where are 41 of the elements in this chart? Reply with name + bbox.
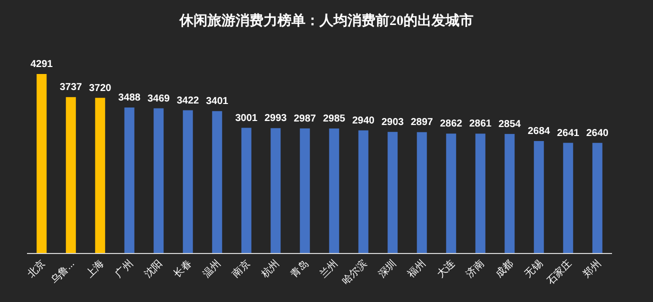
x-tick-label: 大连 <box>434 258 458 280</box>
data-label: 3469 <box>148 93 170 104</box>
data-label: 3737 <box>60 82 82 94</box>
x-tick-label: 深圳 <box>376 258 399 280</box>
x-tick-label: 沈阳 <box>142 258 165 280</box>
data-label: 2987 <box>294 113 316 124</box>
x-tick-label: 兰州 <box>318 258 340 280</box>
x-tick-label: 上海 <box>84 258 106 280</box>
x-tick-label: 济南 <box>464 258 486 280</box>
data-label: 3488 <box>118 92 141 104</box>
x-tick-label: 温州 <box>200 258 224 280</box>
data-label: 3401 <box>206 96 229 108</box>
x-tick-label: 北京 <box>25 258 48 280</box>
x-tick-label: 杭州 <box>258 258 282 281</box>
data-label: 2993 <box>264 113 288 124</box>
data-label: 3422 <box>176 95 200 106</box>
x-tick-label: 广州 <box>112 258 136 280</box>
data-label: 2641 <box>557 128 580 139</box>
data-label: 2862 <box>440 118 463 130</box>
x-tick-label: 乌鲁... <box>48 258 77 286</box>
data-label: 2903 <box>382 116 404 128</box>
x-tick-label: 无锡 <box>523 258 545 280</box>
data-label: 2985 <box>323 113 346 124</box>
data-label: 2897 <box>410 117 434 128</box>
x-tick-label: 长春 <box>171 258 194 280</box>
title: 休闲旅游消费力榜单：人均消费前20的出发城市 <box>180 14 474 29</box>
x-tick-label: 成都 <box>493 258 516 280</box>
data-label: 2861 <box>469 118 492 130</box>
data-label: 2684 <box>528 126 550 138</box>
data-label: 4291 <box>30 59 54 70</box>
data-label: 3001 <box>235 112 258 124</box>
x-tick-label: 青岛 <box>288 258 311 280</box>
x-tick-label: 福州 <box>405 258 428 280</box>
x-tick-label: 石家庄 <box>544 258 574 288</box>
x-tick-label: 南京 <box>230 258 252 280</box>
x-tick-label: 郑州 <box>580 258 604 280</box>
data-label: 2640 <box>586 128 609 139</box>
data-label: 3720 <box>89 82 112 94</box>
data-label: 2940 <box>352 115 375 126</box>
x-tick-label: 哈尔滨 <box>340 258 370 288</box>
data-label: 2854 <box>498 118 522 130</box>
